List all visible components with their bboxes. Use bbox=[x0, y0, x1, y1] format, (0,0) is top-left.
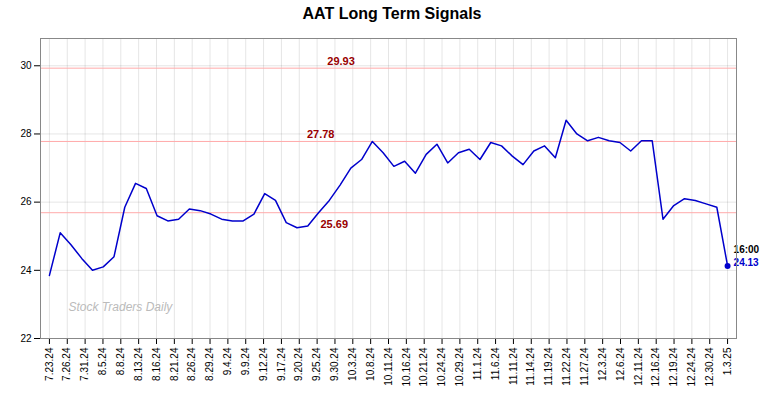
svg-text:11.1.24: 11.1.24 bbox=[472, 347, 483, 380]
svg-text:11.19.24: 11.19.24 bbox=[543, 347, 554, 386]
svg-text:12.6.24: 12.6.24 bbox=[615, 347, 626, 381]
svg-text:9.17.24: 9.17.24 bbox=[276, 347, 287, 381]
svg-text:16:00: 16:00 bbox=[734, 244, 760, 255]
svg-text:9.9.24: 9.9.24 bbox=[240, 347, 251, 375]
svg-text:12.16.24: 12.16.24 bbox=[650, 347, 661, 386]
svg-text:12.11.24: 12.11.24 bbox=[633, 347, 644, 386]
svg-text:8.26.24: 8.26.24 bbox=[186, 347, 197, 381]
svg-text:8.29.24: 8.29.24 bbox=[204, 347, 215, 381]
svg-text:9.20.24: 9.20.24 bbox=[293, 347, 304, 381]
html-text:AAT Long Term Signals: AAT Long Term Signals bbox=[302, 5, 482, 22]
svg-text:8.16.24: 8.16.24 bbox=[151, 347, 162, 381]
svg-text:24: 24 bbox=[20, 265, 32, 276]
svg-text:25.69: 25.69 bbox=[320, 218, 348, 230]
svg-text:8.13.24: 8.13.24 bbox=[133, 347, 144, 381]
svg-text:11.11.24: 11.11.24 bbox=[508, 347, 519, 385]
svg-text:22: 22 bbox=[20, 333, 32, 344]
svg-text:10.24.24: 10.24.24 bbox=[436, 347, 447, 386]
svg-text:9.12.24: 9.12.24 bbox=[258, 347, 269, 381]
svg-text:8.5.24: 8.5.24 bbox=[97, 347, 108, 375]
svg-text:9.4.24: 9.4.24 bbox=[222, 347, 233, 375]
svg-text:30: 30 bbox=[20, 60, 32, 71]
svg-text:11.6.24: 11.6.24 bbox=[490, 347, 501, 380]
svg-text:27.78: 27.78 bbox=[307, 128, 335, 140]
svg-text:7.26.24: 7.26.24 bbox=[61, 347, 72, 381]
svg-text:10.3.24: 10.3.24 bbox=[347, 347, 358, 381]
svg-text:10.8.24: 10.8.24 bbox=[365, 347, 376, 381]
svg-text:7.31.24: 7.31.24 bbox=[79, 347, 90, 381]
svg-text:26: 26 bbox=[20, 196, 32, 207]
svg-text:8.21.24: 8.21.24 bbox=[169, 347, 180, 381]
svg-text:11.27.24: 11.27.24 bbox=[579, 347, 590, 386]
svg-text:10.11.24: 10.11.24 bbox=[383, 347, 394, 386]
svg-text:1.3.25: 1.3.25 bbox=[722, 347, 733, 375]
svg-text:Stock Traders Daily: Stock Traders Daily bbox=[69, 300, 174, 314]
svg-text:12.3.24: 12.3.24 bbox=[597, 347, 608, 381]
svg-text:24.13: 24.13 bbox=[734, 257, 759, 268]
svg-text:10.21.24: 10.21.24 bbox=[418, 347, 429, 386]
svg-text:29.93: 29.93 bbox=[327, 55, 355, 67]
svg-text:7.23.24: 7.23.24 bbox=[44, 347, 55, 381]
svg-text:12.24.24: 12.24.24 bbox=[686, 347, 697, 386]
svg-text:28: 28 bbox=[20, 128, 32, 139]
svg-text:12.30.24: 12.30.24 bbox=[704, 347, 715, 386]
svg-text:10.29.24: 10.29.24 bbox=[454, 347, 465, 386]
svg-text:12.19.24: 12.19.24 bbox=[668, 347, 679, 386]
svg-text:9.25.24: 9.25.24 bbox=[311, 347, 322, 381]
svg-text:9.30.24: 9.30.24 bbox=[329, 347, 340, 381]
svg-text:11.22.24: 11.22.24 bbox=[561, 347, 572, 386]
svg-text:11.14.24: 11.14.24 bbox=[525, 347, 536, 386]
svg-text:10.16.24: 10.16.24 bbox=[401, 347, 412, 386]
svg-text:8.8.24: 8.8.24 bbox=[115, 347, 126, 375]
